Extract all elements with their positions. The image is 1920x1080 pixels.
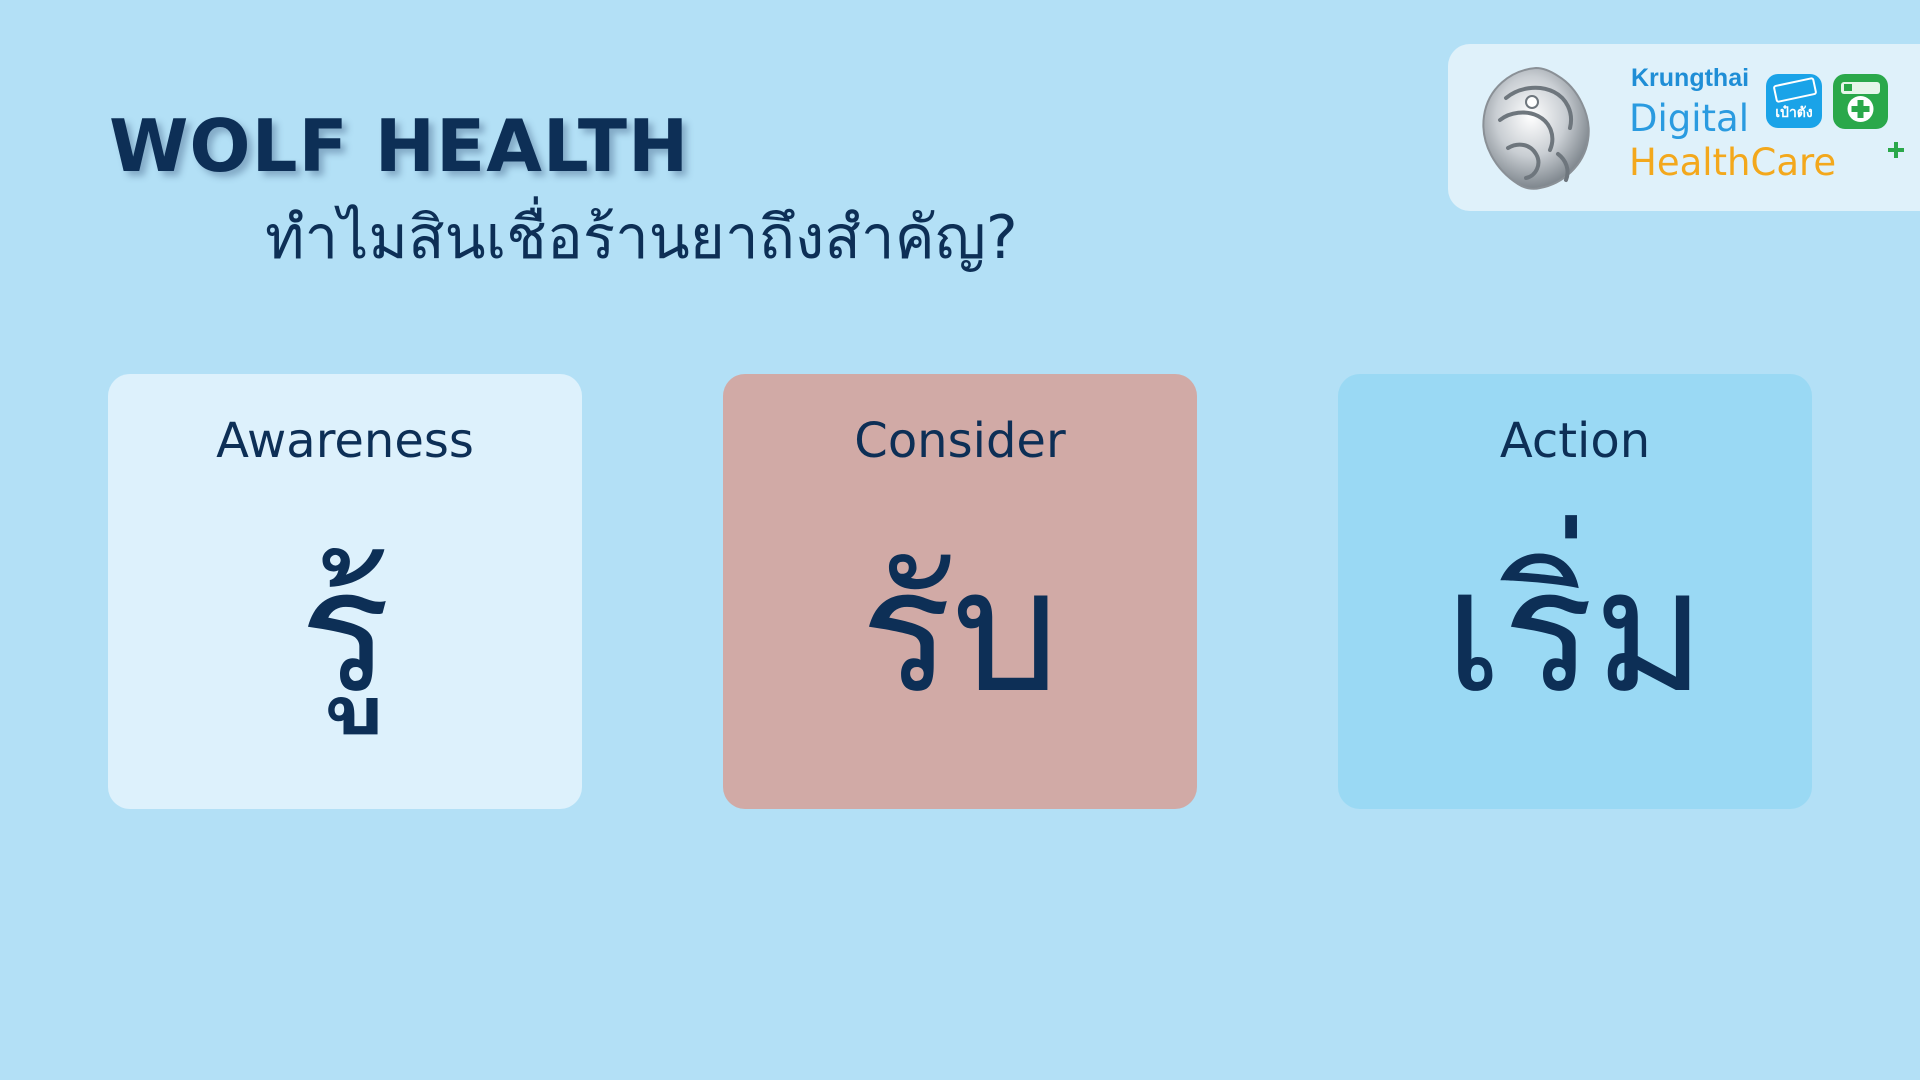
card-label-consider: Consider [854,413,1066,469]
card-word-awareness: รู้ [299,533,391,731]
krungthai-digital-healthcare-logo: Krungthai Digital HealthCare เป๋าตัง [1448,44,1920,211]
card-action: Action เริ่ม [1338,374,1812,809]
card-label-action: Action [1499,413,1651,469]
brand-krungthai: Krungthai [1631,64,1750,92]
card-word-action: เริ่ม [1444,533,1706,731]
brand-digital: Digital [1629,97,1749,140]
page-title: WOLF HEALTH [109,104,690,188]
card-icon [1772,76,1818,104]
garuda-emblem-icon [1482,66,1590,190]
medical-cross-icon [1841,82,1880,122]
card-word-consider: รับ [860,533,1060,731]
card-awareness: Awareness รู้ [108,374,582,809]
card-label-awareness: Awareness [216,413,474,469]
paotang-app-icon: เป๋าตัง [1766,74,1822,128]
plus-icon [1888,142,1904,158]
page-subtitle: ทำไมสินเชื่อร้านยาถึงสำคัญ? [265,203,1018,273]
brand-healthcare: HealthCare [1629,141,1837,184]
card-consider: Consider รับ [723,374,1197,809]
paotang-label: เป๋าตัง [1775,105,1813,121]
health-app-icon [1833,74,1888,129]
